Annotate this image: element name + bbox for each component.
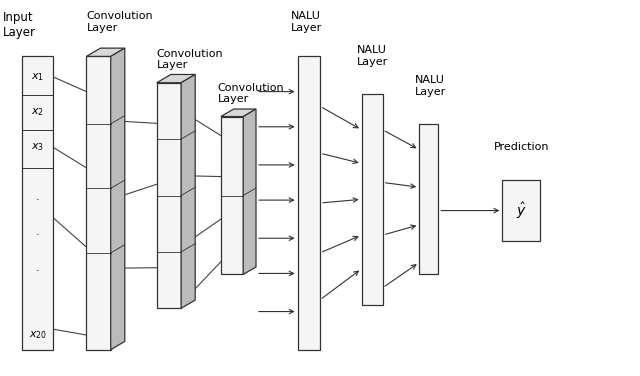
Bar [362, 94, 383, 305]
Bar [502, 180, 540, 241]
Text: $x_3$: $x_3$ [31, 141, 44, 153]
Polygon shape [157, 74, 195, 83]
Text: NALU
Layer: NALU Layer [415, 75, 446, 97]
Polygon shape [86, 56, 111, 350]
Text: NALU
Layer: NALU Layer [356, 45, 388, 67]
Polygon shape [181, 74, 195, 308]
Polygon shape [221, 117, 243, 274]
Text: Convolution
Layer: Convolution Layer [86, 11, 153, 33]
Text: Convolution
Layer: Convolution Layer [218, 83, 284, 104]
Text: $x_{20}$: $x_{20}$ [29, 329, 47, 341]
Text: NALU
Layer: NALU Layer [291, 11, 323, 33]
Text: Input
Layer: Input Layer [3, 11, 36, 39]
Bar [22, 56, 53, 350]
Text: .: . [36, 227, 40, 237]
Text: .: . [36, 262, 40, 273]
Text: $\hat{y}$: $\hat{y}$ [516, 200, 526, 221]
Polygon shape [243, 109, 256, 274]
Polygon shape [157, 83, 181, 308]
Text: $x_1$: $x_1$ [31, 71, 44, 83]
Polygon shape [111, 48, 125, 350]
Bar [298, 56, 320, 350]
Text: Convolution
Layer: Convolution Layer [157, 49, 223, 70]
Bar [419, 124, 438, 274]
Text: $x_2$: $x_2$ [31, 106, 44, 118]
Text: Prediction: Prediction [494, 142, 550, 152]
Polygon shape [86, 48, 125, 56]
Polygon shape [221, 109, 256, 117]
Text: .: . [36, 192, 40, 202]
